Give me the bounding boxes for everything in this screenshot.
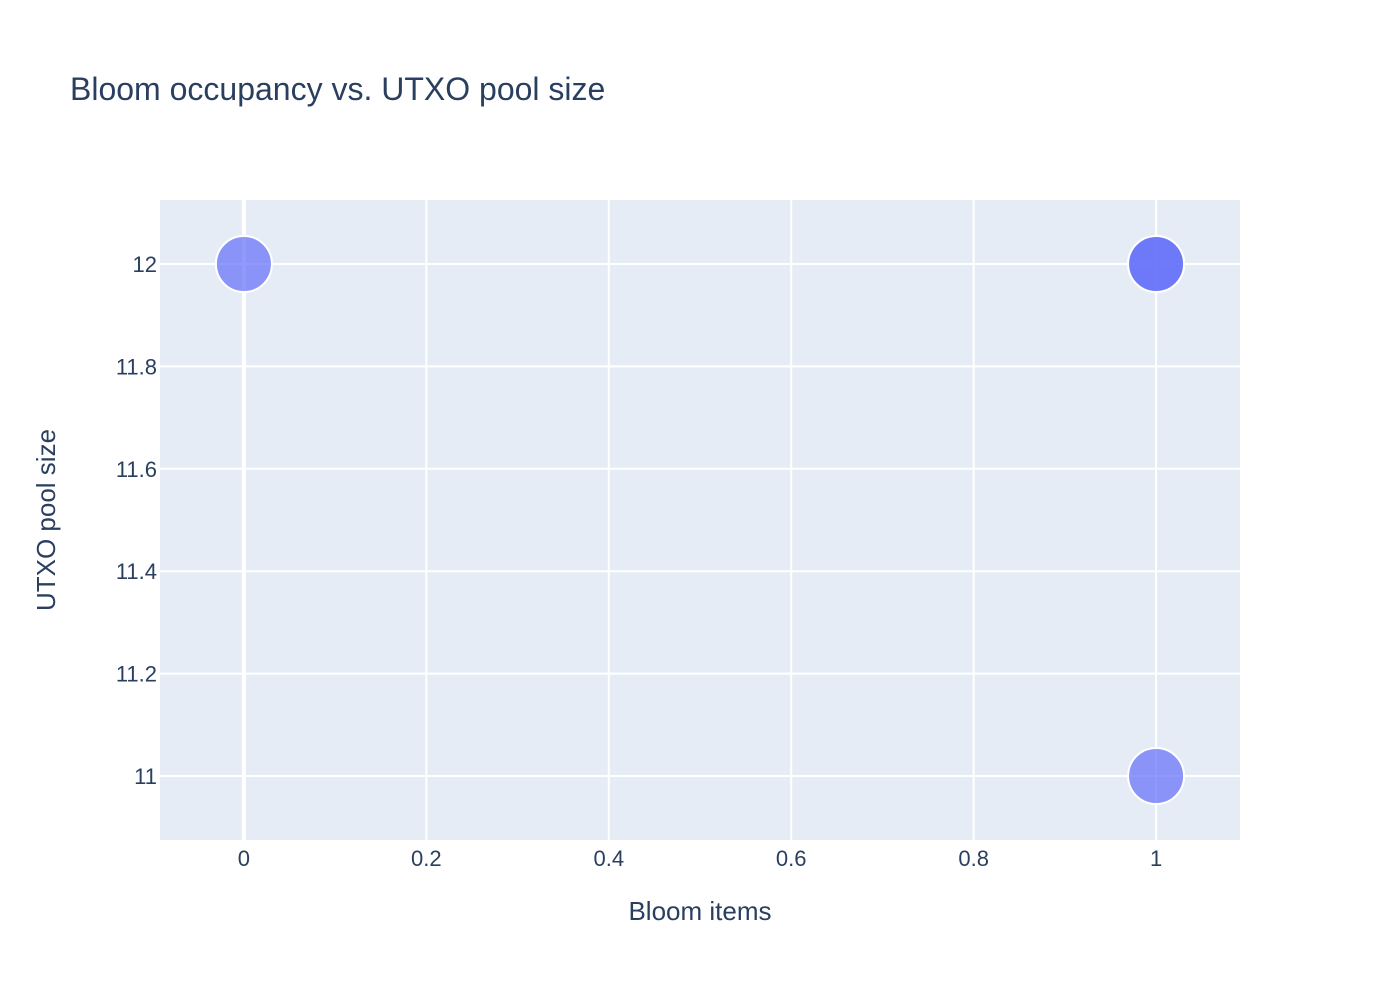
x-tick-label: 1 bbox=[1150, 846, 1162, 871]
plot-area bbox=[160, 200, 1240, 840]
y-tick-label: 11 bbox=[134, 764, 157, 789]
y-tick-label: 11.2 bbox=[116, 662, 157, 687]
y-tick-label: 12 bbox=[133, 252, 157, 277]
x-tick-label: 0.4 bbox=[593, 846, 624, 871]
y-tick-label: 11.4 bbox=[116, 559, 157, 584]
y-axis-label: UTXO pool size bbox=[31, 429, 61, 611]
x-tick-label: 0.6 bbox=[776, 846, 807, 871]
y-tick-label: 11.6 bbox=[116, 457, 157, 482]
data-point[interactable] bbox=[214, 235, 273, 293]
x-tick-label: 0.2 bbox=[411, 846, 442, 871]
x-axis-label: Bloom items bbox=[628, 896, 771, 926]
data-points bbox=[214, 235, 1186, 805]
y-tick-label: 11.8 bbox=[116, 354, 157, 379]
chart-title: Bloom occupancy vs. UTXO pool size bbox=[70, 71, 605, 107]
x-axis-ticks: 0 0.2 0.4 0.6 0.8 1 bbox=[238, 846, 1162, 871]
x-tick-label: 0 bbox=[238, 846, 250, 871]
data-point[interactable] bbox=[1127, 235, 1186, 293]
data-point[interactable] bbox=[1127, 747, 1186, 805]
y-axis-ticks: 11 11.2 11.4 11.6 11.8 12 bbox=[116, 252, 157, 789]
grid-lines bbox=[160, 200, 1240, 840]
x-tick-label: 0.8 bbox=[958, 846, 989, 871]
